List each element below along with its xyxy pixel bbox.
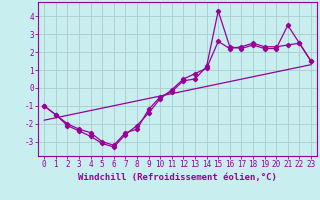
X-axis label: Windchill (Refroidissement éolien,°C): Windchill (Refroidissement éolien,°C) [78,173,277,182]
